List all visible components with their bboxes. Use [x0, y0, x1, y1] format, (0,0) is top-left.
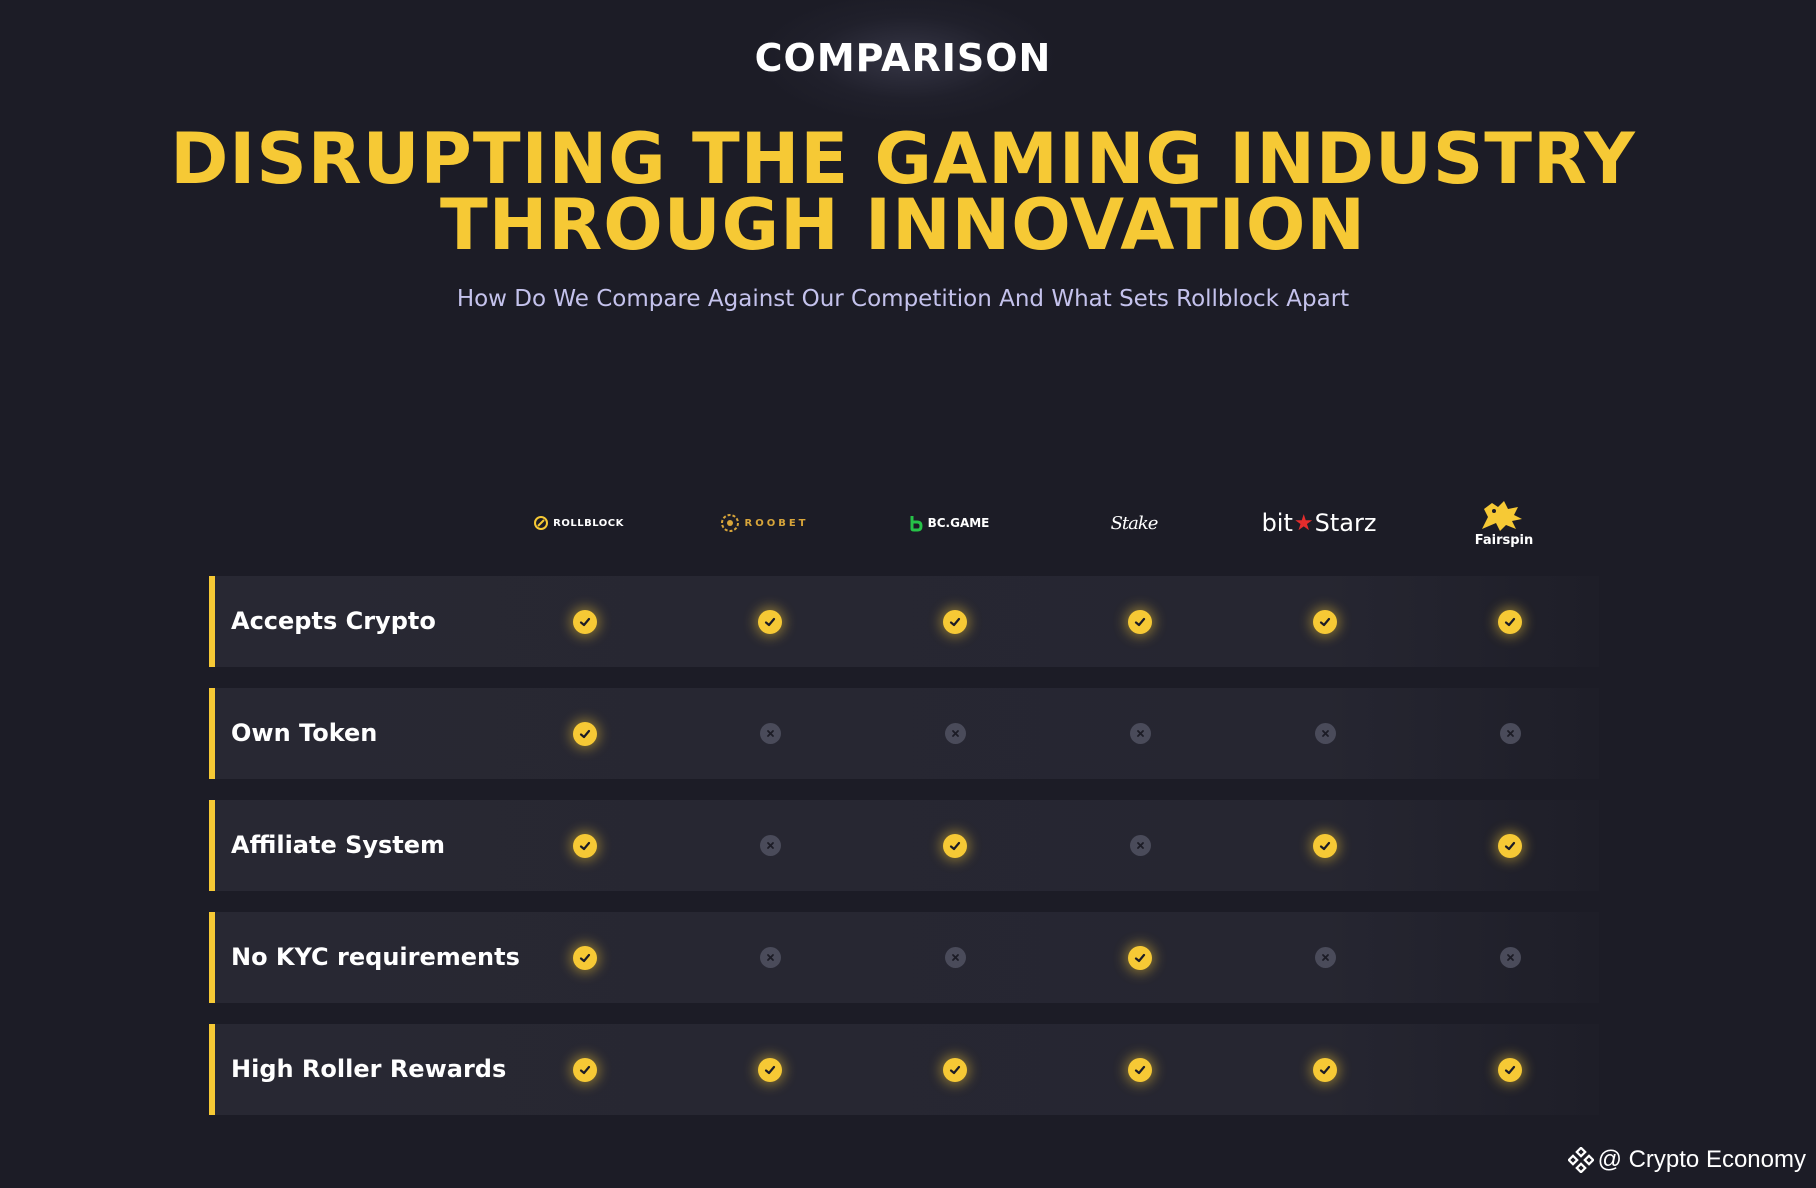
check-icon	[943, 833, 967, 858]
feature-row: Own Token	[209, 688, 1599, 779]
check-icon	[1498, 833, 1522, 858]
check-icon	[1313, 1057, 1337, 1082]
comparison-cell	[1490, 800, 1530, 891]
comparison-cell	[565, 912, 605, 1003]
comparison-cell	[1490, 688, 1530, 779]
check-icon	[943, 1057, 967, 1082]
comparison-cell	[1120, 912, 1160, 1003]
feature-label: No KYC requirements	[231, 943, 520, 971]
feature-row: High Roller Rewards	[209, 1024, 1599, 1115]
cross-icon	[944, 723, 966, 744]
brand-label: ROOBET	[744, 517, 809, 529]
comparison-cell	[565, 576, 605, 667]
brand-label: ROLLBLOCK	[553, 517, 624, 529]
comparison-cell	[1120, 800, 1160, 891]
feature-row: Accepts Crypto	[209, 576, 1599, 667]
cross-icon	[1129, 835, 1151, 856]
headline-line-1: DISRUPTING THE GAMING INDUSTRY	[170, 118, 1636, 200]
brand-stake: Stake	[1054, 496, 1214, 550]
brand-label: BC.GAME	[927, 516, 990, 530]
feature-label: Affiliate System	[231, 831, 446, 859]
comparison-cell	[750, 912, 790, 1003]
comparison-cell	[1120, 688, 1160, 779]
eyebrow-glow	[758, 0, 1058, 123]
comparison-cell	[935, 1024, 975, 1115]
feature-row: No KYC requirements	[209, 912, 1599, 1003]
bitstarz-logo: bit ★ Starz	[1262, 509, 1377, 537]
check-icon	[573, 721, 597, 746]
cross-icon	[759, 947, 781, 968]
comparison-cell	[1490, 576, 1530, 667]
comparison-cell	[1490, 1024, 1530, 1115]
check-icon	[573, 1057, 597, 1082]
stake-logo: Stake	[1110, 512, 1159, 534]
comparison-cell	[750, 800, 790, 891]
lion-logo-icon	[1482, 500, 1523, 531]
cross-icon	[1499, 723, 1521, 744]
cross-icon	[759, 723, 781, 744]
comparison-cell	[1305, 576, 1345, 667]
comparison-cell	[565, 1024, 605, 1115]
check-icon	[1128, 609, 1152, 634]
brand-label: Fairspin	[1474, 532, 1534, 548]
brand-bitstarz: bit ★ Starz	[1239, 496, 1399, 550]
cross-icon	[1129, 723, 1151, 744]
section-eyebrow: COMPARISON	[754, 36, 1052, 80]
headline-line-2: THROUGH INNOVATION	[440, 184, 1366, 266]
brand-rollblock: ROLLBLOCK	[499, 496, 659, 550]
comparison-cell	[1120, 576, 1160, 667]
bcgame-logo-icon	[910, 516, 923, 532]
check-icon	[1313, 833, 1337, 858]
check-icon	[1128, 1057, 1152, 1082]
watermark: @ Crypto Economy	[1567, 1146, 1806, 1174]
check-icon	[758, 609, 782, 634]
brand-label-right: Starz	[1314, 509, 1377, 537]
check-icon	[573, 833, 597, 858]
comparison-cell	[935, 576, 975, 667]
check-icon	[943, 609, 967, 634]
watermark-text: @ Crypto Economy	[1597, 1146, 1806, 1173]
comparison-cell	[565, 800, 605, 891]
brand-bcgame: BC.GAME	[869, 496, 1029, 550]
cross-icon	[1314, 947, 1336, 968]
star-icon: ★	[1293, 510, 1314, 536]
comparison-cell	[935, 912, 975, 1003]
comparison-cell	[1490, 912, 1530, 1003]
comparison-cell	[750, 1024, 790, 1115]
binance-logo-icon	[1567, 1147, 1594, 1173]
comparison-cell	[1305, 1024, 1345, 1115]
check-icon	[1498, 1057, 1522, 1082]
check-icon	[573, 945, 597, 970]
feature-label: High Roller Rewards	[231, 1055, 507, 1083]
feature-label: Accepts Crypto	[231, 607, 436, 635]
cross-icon	[944, 947, 966, 968]
check-icon	[1313, 609, 1337, 634]
comparison-cell	[1120, 1024, 1160, 1115]
comparison-cell	[1305, 688, 1345, 779]
cross-icon	[1499, 947, 1521, 968]
comparison-cell	[1305, 912, 1345, 1003]
brand-roobet: ROOBET	[684, 496, 844, 550]
page-subtitle: How Do We Compare Against Our Competitio…	[456, 286, 1350, 312]
comparison-cell	[935, 688, 975, 779]
feature-row: Affiliate System	[209, 800, 1599, 891]
brand-label-left: bit	[1261, 509, 1293, 537]
cross-icon	[1314, 723, 1336, 744]
comparison-cell	[935, 800, 975, 891]
page-headline: DISRUPTING THE GAMING INDUSTRY THROUGH I…	[0, 118, 1806, 266]
cross-icon	[759, 835, 781, 856]
check-icon	[1128, 945, 1152, 970]
comparison-cell	[750, 576, 790, 667]
check-icon	[1498, 609, 1522, 634]
comparison-cell	[1305, 800, 1345, 891]
check-icon	[758, 1057, 782, 1082]
brand-fairspin: Fairspin	[1424, 496, 1584, 550]
feature-label: Own Token	[231, 719, 378, 747]
comparison-cell	[750, 688, 790, 779]
comparison-cell	[565, 688, 605, 779]
rollblock-logo-icon	[534, 516, 549, 530]
check-icon	[573, 609, 597, 634]
roobet-logo-icon	[720, 514, 739, 532]
